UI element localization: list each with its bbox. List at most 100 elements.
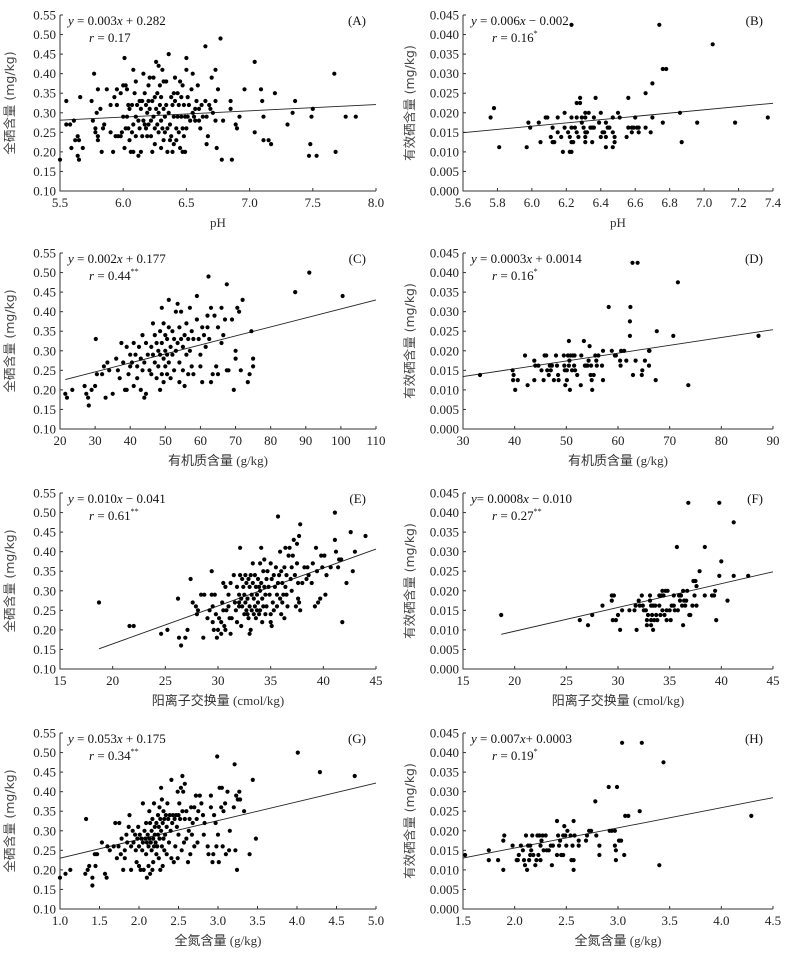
data-point — [207, 102, 212, 108]
y-axis-title: 有效硒含量 (mg/kg) — [402, 283, 417, 399]
data-point — [160, 820, 165, 826]
data-point — [220, 600, 225, 605]
data-point — [101, 364, 106, 369]
data-point — [199, 102, 204, 108]
data-point — [141, 118, 146, 123]
data-point — [269, 142, 274, 147]
data-point — [643, 125, 648, 130]
data-point — [571, 858, 576, 863]
data-point — [562, 824, 567, 829]
data-point — [187, 305, 192, 310]
y-tick-label: 0.020 — [430, 583, 459, 598]
data-point — [252, 130, 257, 135]
data-point — [151, 844, 157, 849]
data-point — [675, 280, 680, 285]
data-point — [125, 840, 130, 845]
scatter-panel-f: 0.000 0.005 0.010 0.015 0.020 0.025 0.030 0.035… — [395, 478, 789, 718]
data-point — [118, 852, 123, 857]
data-point — [518, 843, 523, 848]
data-points — [488, 22, 770, 154]
data-point — [572, 353, 577, 358]
data-point — [590, 612, 595, 618]
data-point — [597, 852, 602, 858]
data-point — [234, 584, 240, 589]
data-point — [538, 843, 543, 848]
data-point — [166, 816, 171, 822]
data-point — [249, 592, 254, 597]
data-point — [171, 860, 176, 865]
data-point — [146, 98, 151, 104]
data-point — [336, 565, 341, 570]
data-point — [643, 91, 648, 96]
data-point — [306, 153, 312, 158]
data-point — [210, 372, 215, 377]
panel-label: (C) — [349, 251, 366, 266]
panel-label: (H) — [745, 731, 763, 746]
data-point — [619, 348, 624, 353]
y-tick-label: 0.25 — [33, 125, 56, 140]
data-point — [107, 848, 112, 853]
data-point — [131, 840, 136, 845]
data-point — [172, 368, 177, 373]
data-point — [138, 149, 143, 154]
data-point — [643, 608, 648, 613]
data-point — [122, 848, 127, 853]
data-point — [577, 618, 582, 623]
data-point — [166, 360, 171, 365]
data-point — [226, 368, 231, 373]
x-tick-label: 2.5 — [558, 913, 574, 928]
data-point — [167, 138, 173, 143]
data-point — [603, 120, 608, 125]
data-point — [180, 368, 185, 373]
data-point — [117, 820, 122, 826]
data-point — [140, 840, 145, 845]
data-point — [563, 833, 568, 838]
correlation-coefficient: r = 0.44** — [89, 267, 139, 283]
data-point — [182, 383, 187, 389]
data-points — [57, 36, 358, 162]
data-point — [152, 824, 157, 829]
data-point — [463, 852, 468, 858]
data-point — [620, 740, 625, 745]
data-point — [255, 600, 261, 605]
data-point — [645, 612, 651, 618]
data-point — [639, 372, 644, 378]
data-point — [127, 623, 132, 629]
data-point — [151, 860, 156, 865]
data-point — [174, 138, 179, 143]
data-point — [176, 635, 182, 640]
data-point — [630, 372, 636, 378]
data-point — [160, 126, 165, 131]
correlation-coefficient: r = 0.27** — [492, 507, 542, 523]
data-point — [237, 789, 242, 794]
data-point — [150, 321, 156, 326]
data-point — [695, 120, 700, 125]
data-point — [175, 789, 180, 794]
data-point — [111, 149, 116, 154]
data-point — [196, 809, 201, 814]
data-point — [178, 79, 183, 84]
data-point — [536, 120, 541, 125]
x-tick-label: 50 — [560, 433, 573, 448]
data-point — [554, 852, 560, 858]
data-point — [243, 600, 248, 605]
data-point — [237, 114, 242, 119]
y-tick-label: 0.025 — [430, 86, 459, 101]
data-point — [690, 603, 695, 608]
data-point — [600, 378, 606, 383]
data-point — [204, 114, 209, 119]
data-point — [363, 533, 368, 539]
data-point — [147, 106, 152, 111]
data-point — [298, 608, 303, 613]
data-point — [245, 596, 250, 601]
data-point — [640, 603, 645, 608]
data-point — [179, 114, 184, 119]
data-point — [169, 856, 174, 861]
data-point — [651, 627, 656, 632]
data-point — [313, 545, 319, 550]
data-point — [186, 828, 191, 833]
data-point — [584, 833, 590, 838]
y-tick-label: 0.005 — [430, 882, 459, 897]
data-point — [550, 125, 555, 130]
y-tick-label: 0.015 — [430, 363, 459, 378]
